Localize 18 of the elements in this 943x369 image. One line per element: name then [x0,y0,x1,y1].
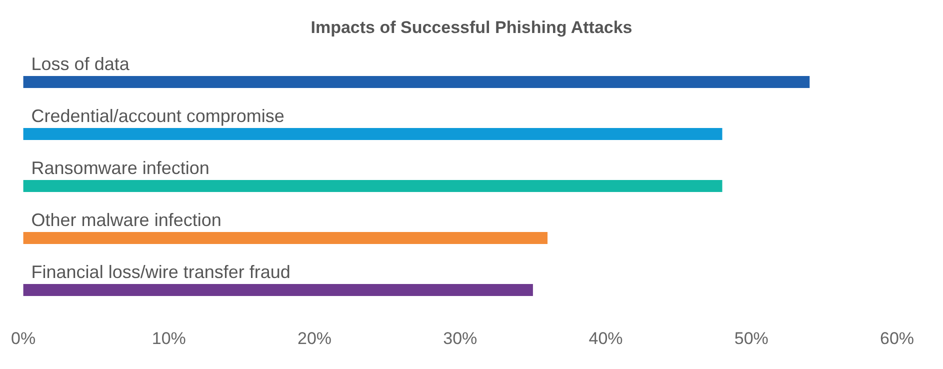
bar [23,128,722,140]
bar [23,76,810,88]
x-tick-label: 50% [734,329,768,348]
y-tick-label: Other malware infection [31,210,222,230]
y-tick-label: Loss of data [31,54,130,74]
bar [23,284,533,296]
chart-title: Impacts of Successful Phishing Attacks [310,18,632,37]
y-tick-label: Ransomware infection [31,158,210,178]
x-tick-label: 60% [880,329,914,348]
x-tick-label: 40% [588,329,623,348]
bar [23,232,548,244]
x-tick-label: 0% [10,329,36,348]
x-tick-label: 20% [298,329,332,348]
y-tick-label: Financial loss/wire transfer fraud [31,262,290,282]
x-tick-label: 30% [443,329,478,348]
y-tick-label: Credential/account compromise [31,106,284,126]
x-tick-label: 10% [152,329,186,348]
bar [23,180,722,192]
